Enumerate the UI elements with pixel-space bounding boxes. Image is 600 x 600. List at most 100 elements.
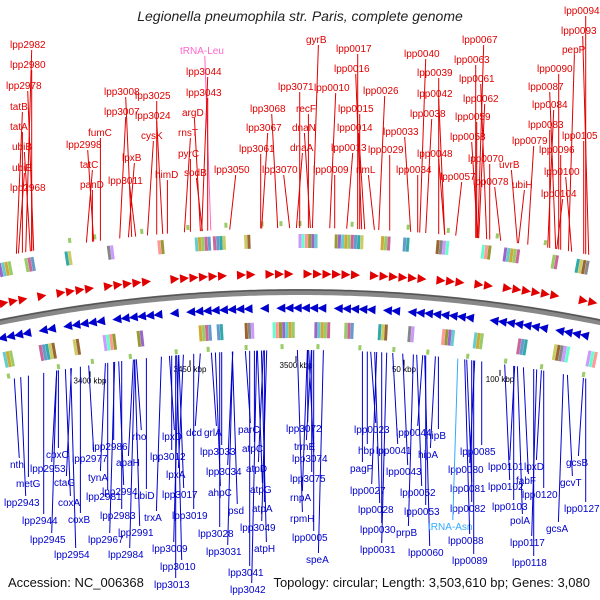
leader-line-forward — [438, 98, 446, 235]
cog-block-reverse — [320, 322, 324, 339]
gene-label-fumC: fumC — [88, 128, 112, 139]
forward-gene-arrow — [445, 276, 455, 286]
gene-label-pyrC: pyrC — [178, 149, 199, 160]
leader-line-forward — [419, 58, 427, 233]
gene-label-gcsB: gcsB — [566, 458, 589, 469]
reverse-gene-arrow — [235, 304, 245, 314]
leader-line-reverse — [256, 350, 263, 484]
reverse-gene-arrow — [382, 306, 393, 316]
gene-label-atpG: atpG — [250, 485, 272, 496]
rna-marker-forward — [495, 233, 500, 239]
gene-label-prpB: prpB — [396, 528, 417, 539]
cog-block-reverse — [410, 326, 415, 343]
gene-label-lpp0041: lpp0041 — [376, 446, 412, 457]
reverse-gene-arrow — [71, 319, 81, 329]
cog-block-reverse — [450, 329, 456, 347]
leader-line-forward — [156, 120, 164, 235]
leader-line-forward — [201, 76, 209, 232]
forward-gene-arrow — [236, 270, 246, 280]
cog-block-reverse — [377, 324, 382, 341]
gene-label-lpp0117: lpp0117 — [510, 538, 545, 549]
leader-line-forward — [455, 181, 463, 236]
cog-block-reverse — [327, 322, 331, 339]
leader-line-forward — [127, 162, 135, 238]
map-title: Legionella pneumophila str. Paris, compl… — [137, 8, 463, 24]
forward-gene-arrow — [322, 269, 332, 279]
gene-label-lpp0118: lpp0118 — [512, 558, 547, 569]
reverse-gene-arrow — [366, 305, 376, 315]
reverse-gene-arrow — [309, 303, 319, 313]
cog-block-reverse — [272, 322, 276, 339]
cog-block-reverse — [72, 339, 78, 356]
leader-line-forward — [261, 132, 269, 229]
cog-block-forward — [0, 262, 4, 278]
gene-label-lpp0083: lpp0083 — [528, 120, 564, 131]
leader-line-reverse — [557, 374, 564, 523]
cog-block-reverse — [108, 334, 114, 351]
gene-label-lpp3010: lpp3010 — [160, 562, 196, 573]
cog-block-reverse — [75, 338, 82, 355]
cog-block-forward — [212, 236, 217, 251]
cog-block-reverse — [475, 332, 481, 349]
leader-line-reverse — [305, 350, 312, 441]
genome-backbone — [0, 289, 600, 326]
reverse-gene-arrow — [202, 306, 212, 316]
leader-line-reverse — [210, 352, 217, 427]
forward-gene-arrow — [474, 279, 484, 289]
gene-label-lpp0105: lpp0105 — [562, 131, 598, 142]
cog-block-reverse — [282, 322, 286, 339]
cog-block-forward — [505, 247, 511, 263]
forward-gene-arrow — [208, 272, 218, 282]
forward-gene-arrow — [502, 283, 512, 292]
gene-label-hbp: hbp — [358, 446, 375, 457]
cog-block-reverse — [244, 322, 249, 339]
reverse-gene-arrow — [407, 308, 417, 317]
forward-gene-arrow — [8, 297, 18, 307]
cog-block-reverse — [317, 322, 321, 339]
reverse-gene-arrow — [14, 329, 24, 339]
reverse-gene-arrow — [538, 324, 549, 334]
accession-label: Accession: NC_006368 — [8, 575, 144, 590]
gene-label-nth: nth — [10, 460, 24, 471]
rna-marker-reverse — [539, 364, 544, 370]
forward-gene-arrow — [84, 284, 94, 294]
gene-label-lpp0120: lpp0120 — [522, 490, 558, 501]
rna-marker-forward — [140, 228, 144, 235]
cog-block-reverse — [208, 324, 213, 341]
cog-block-forward — [311, 234, 315, 249]
cog-block-forward — [344, 234, 348, 249]
gene-label-argD: argD — [182, 108, 204, 119]
gene-label-lpp0058: lpp0058 — [450, 132, 486, 143]
reverse-gene-arrow — [530, 322, 541, 332]
gene-label-lpp0102: lpp0102 — [488, 482, 524, 493]
rna-marker-reverse — [465, 353, 470, 359]
leader-line-reverse — [176, 355, 183, 561]
cog-block-forward — [553, 255, 559, 270]
cog-block-forward — [350, 234, 354, 249]
gene-label-atpD: atpD — [246, 464, 267, 475]
gene-label-grlA: grlA — [204, 428, 222, 439]
reverse-gene-arrow — [300, 303, 310, 313]
cog-block-forward — [512, 248, 517, 263]
rna-marker-reverse — [426, 349, 430, 355]
leader-line-forward — [129, 185, 137, 237]
leader-line-forward — [404, 136, 412, 232]
gene-label-ubiE: ubiE — [12, 163, 32, 174]
leader-line-forward — [549, 91, 557, 249]
gene-label-lpp0016: lpp0016 — [334, 64, 370, 75]
cog-block-forward — [308, 234, 312, 248]
leader-line-reverse — [504, 364, 511, 481]
cog-block-reverse — [285, 322, 289, 339]
gene-label-lpp0063: lpp0063 — [454, 55, 490, 66]
cog-block-reverse — [407, 326, 412, 343]
gene-label-lpp2977: lpp2977 — [72, 454, 108, 465]
gene-label-lpp2981: lpp2981 — [86, 492, 122, 503]
leader-line-forward — [565, 176, 573, 252]
cog-block-forward — [24, 258, 30, 273]
cog-block-reverse — [38, 344, 45, 362]
reverse-gene-arrow — [440, 311, 450, 320]
cog-block-reverse — [344, 322, 348, 339]
leader-line-forward — [283, 174, 291, 229]
gene-label-himD: himD — [155, 170, 178, 181]
